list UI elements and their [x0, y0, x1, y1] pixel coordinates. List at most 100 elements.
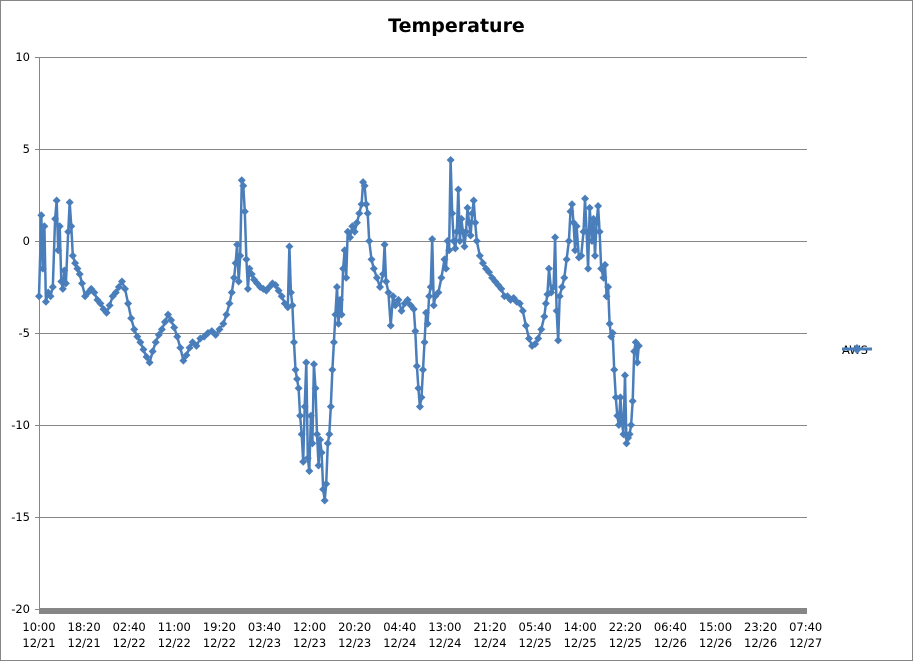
data-point-diamond-icon: [403, 295, 412, 304]
data-point-diamond-icon: [560, 273, 569, 282]
data-point-diamond-icon: [133, 332, 142, 341]
data-point-diamond-icon: [299, 457, 308, 466]
data-point-diamond-icon: [429, 301, 438, 310]
data-point-diamond-icon: [179, 356, 188, 365]
data-point-diamond-icon: [340, 246, 349, 255]
x-tick-label: 13:00 12/24: [428, 620, 462, 650]
data-point-diamond-icon: [630, 347, 639, 356]
data-point-diamond-icon: [323, 439, 332, 448]
data-point-diamond-icon: [360, 181, 369, 190]
data-point-diamond-icon: [552, 306, 561, 315]
data-point-diamond-icon: [316, 435, 325, 444]
data-point-diamond-icon: [65, 198, 74, 207]
data-point-diamond-icon: [54, 246, 63, 255]
data-point-diamond-icon: [380, 240, 389, 249]
data-point-diamond-icon: [468, 209, 477, 218]
data-point-diamond-icon: [497, 284, 506, 293]
data-point-diamond-icon: [286, 288, 295, 297]
data-point-diamond-icon: [337, 310, 346, 319]
data-point-diamond-icon: [415, 402, 424, 411]
data-point-diamond-icon: [417, 393, 426, 402]
data-point-diamond-icon: [572, 222, 581, 231]
data-point-diamond-icon: [363, 209, 372, 218]
data-point-diamond-icon: [437, 273, 446, 282]
data-point-diamond-icon: [617, 417, 626, 426]
x-tick-label: 02:40 12/22: [112, 620, 146, 650]
data-point-diamond-icon: [451, 244, 460, 253]
data-point-diamond-icon: [136, 338, 145, 347]
data-point-diamond-icon: [350, 227, 359, 236]
y-tick-label: -20: [11, 601, 30, 616]
data-point-diamond-icon: [592, 218, 601, 227]
data-point-diamond-icon: [154, 330, 163, 339]
data-point-diamond-icon: [604, 283, 613, 291]
data-point-diamond-icon: [567, 200, 576, 209]
data-point-diamond-icon: [362, 200, 371, 209]
data-point-diamond-icon: [591, 251, 600, 260]
legend: AWS: [842, 343, 872, 357]
data-point-diamond-icon: [139, 345, 148, 354]
data-point-diamond-icon: [325, 430, 334, 439]
data-point-diamond-icon: [463, 203, 472, 212]
data-point-diamond-icon: [448, 209, 457, 218]
data-point-diamond-icon: [466, 231, 475, 240]
data-point-diamond-icon: [219, 319, 228, 328]
data-point-diamond-icon: [334, 319, 343, 328]
data-point-diamond-icon: [544, 264, 553, 273]
data-point-diamond-icon: [442, 264, 451, 273]
data-point-diamond-icon: [332, 283, 341, 291]
data-point-diamond-icon: [564, 237, 573, 245]
data-point-diamond-icon: [409, 305, 418, 314]
data-point-diamond-icon: [78, 279, 87, 288]
data-point-diamond-icon: [336, 295, 345, 304]
data-point-diamond-icon: [90, 288, 99, 297]
x-tick-label: 22:20 12/25: [608, 620, 642, 650]
data-point-diamond-icon: [233, 240, 242, 249]
data-point-diamond-icon: [389, 292, 398, 301]
data-point-diamond-icon: [46, 292, 55, 301]
x-tick-label: 10:00 12/21: [22, 620, 56, 650]
data-point-diamond-icon: [384, 288, 393, 297]
data-point-diamond-icon: [319, 485, 328, 494]
data-point-diamond-icon: [472, 237, 481, 245]
data-point-diamond-icon: [127, 314, 136, 323]
data-point-diamond-icon: [57, 277, 66, 286]
x-tick-label: 18:20 12/21: [67, 620, 101, 650]
y-tick-label: -5: [18, 325, 30, 340]
data-point-diamond-icon: [326, 402, 335, 411]
data-point-diamond-icon: [170, 323, 179, 332]
data-point-diamond-icon: [192, 341, 201, 350]
data-point-diamond-icon: [443, 237, 452, 245]
data-point-diamond-icon: [37, 211, 46, 220]
data-point-diamond-icon: [239, 181, 248, 190]
data-point-diamond-icon: [531, 340, 540, 349]
x-tick-label: 07:40 12/27: [789, 620, 823, 650]
data-point-diamond-icon: [61, 279, 70, 288]
data-point-diamond-icon: [102, 308, 111, 317]
data-point-diamond-icon: [55, 222, 64, 231]
data-point-diamond-icon: [311, 384, 320, 393]
legend-line-diamond-icon: [842, 344, 872, 354]
data-point-diamond-icon: [185, 343, 194, 352]
data-point-diamond-icon: [633, 358, 642, 367]
data-point-diamond-icon: [627, 421, 636, 429]
data-point-diamond-icon: [67, 222, 76, 231]
chart-title: Temperature: [388, 15, 525, 37]
data-point-diamond-icon: [584, 264, 593, 273]
data-point-diamond-icon: [541, 299, 550, 308]
data-point-diamond-icon: [291, 365, 300, 374]
data-point-diamond-icon: [121, 284, 130, 293]
data-point-diamond-icon: [372, 273, 381, 282]
data-point-diamond-icon: [167, 316, 176, 325]
data-point-diamond-icon: [357, 200, 366, 209]
data-point-diamond-icon: [594, 202, 603, 211]
data-point-diamond-icon: [582, 227, 591, 236]
data-point-diamond-icon: [585, 203, 594, 212]
data-point-diamond-icon: [215, 325, 224, 334]
data-point-diamond-icon: [445, 246, 454, 255]
data-point-diamond-icon: [231, 259, 240, 268]
data-point-diamond-icon: [391, 301, 400, 310]
data-point-diamond-icon: [145, 358, 154, 367]
